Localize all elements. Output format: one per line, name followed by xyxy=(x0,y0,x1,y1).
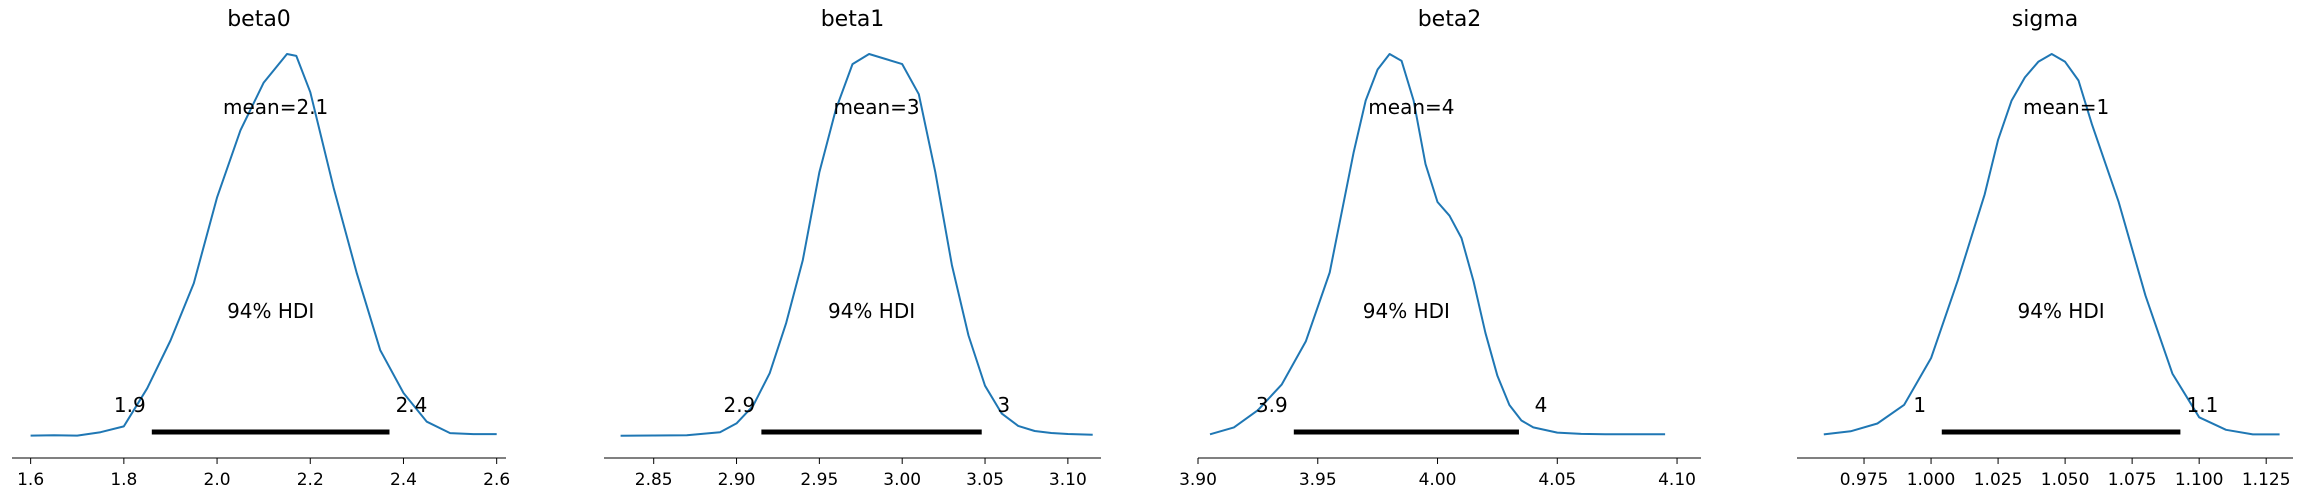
x-tick-label: 3.90 xyxy=(1179,470,1217,490)
hdi-upper-label: 3 xyxy=(997,393,1010,417)
hdi-label: 94% HDI xyxy=(2018,299,2105,323)
x-tick-label: 1.8 xyxy=(110,470,137,490)
x-tick-label: 2.2 xyxy=(297,470,324,490)
x-tick-label: 2.95 xyxy=(800,470,838,490)
hdi-label: 94% HDI xyxy=(227,299,314,323)
panel-sigma: sigma 1 1.1 mean=1 94% HDI 0.975 1.000 1.025 1.0… xyxy=(1797,7,2293,490)
hdi-upper-label: 2.4 xyxy=(396,393,428,417)
x-tick-label: 1.000 xyxy=(1907,470,1956,490)
mean-label: mean=2.1 xyxy=(223,95,328,119)
panel-title: sigma xyxy=(2012,7,2078,32)
density-curve xyxy=(30,53,497,437)
x-tick-label: 4.00 xyxy=(1419,470,1457,490)
panel-title: beta2 xyxy=(1418,7,1482,32)
hdi-label: 94% HDI xyxy=(1363,299,1450,323)
x-tick-label: 4.10 xyxy=(1658,470,1696,490)
x-tick-label: 4.05 xyxy=(1538,470,1576,490)
hdi-lower-label: 1 xyxy=(1913,393,1926,417)
x-tick-label: 1.125 xyxy=(2242,470,2291,490)
panel-title: beta0 xyxy=(227,7,291,32)
panel-title: beta1 xyxy=(821,7,885,32)
x-tick-label: 3.05 xyxy=(966,470,1004,490)
panel-beta0: beta0 1.9 2.4 mean=2.1 94% HDI 1.6 1.8 2.0 2.2 2.… xyxy=(12,7,510,490)
x-tick-label: 2.6 xyxy=(483,470,510,490)
x-tick-label: 2.85 xyxy=(635,470,673,490)
x-tick-label: 1.6 xyxy=(17,470,44,490)
hdi-lower-label: 3.9 xyxy=(1256,393,1288,417)
mean-label: mean=1 xyxy=(2023,95,2109,119)
x-tick-label: 3.10 xyxy=(1049,470,1087,490)
hdi-upper-label: 4 xyxy=(1535,393,1548,417)
x-tick-label: 1.100 xyxy=(2175,470,2224,490)
x-tick-label: 0.975 xyxy=(1840,470,1889,490)
panel-beta1: beta1 2.9 3 mean=3 94% HDI 2.85 2.90 2.95 3.00 3.… xyxy=(604,7,1101,490)
x-tick-label: 1.050 xyxy=(2041,470,2090,490)
panel-beta2: beta2 3.9 4 mean=4 94% HDI 3.90 3.95 4.00 4.05 4.… xyxy=(1179,7,1701,490)
density-curve xyxy=(1823,53,2280,436)
x-tick-label: 3.00 xyxy=(883,470,921,490)
hdi-lower-label: 2.9 xyxy=(723,393,755,417)
x-tick-label: 2.4 xyxy=(390,470,417,490)
x-tick-label: 3.95 xyxy=(1299,470,1337,490)
mean-label: mean=4 xyxy=(1368,95,1454,119)
density-curve xyxy=(620,53,1093,437)
x-tick-label: 2.0 xyxy=(204,470,231,490)
x-tick-label: 1.075 xyxy=(2108,470,2157,490)
x-tick-label: 1.025 xyxy=(1974,470,2023,490)
hdi-upper-label: 1.1 xyxy=(2186,393,2218,417)
x-tick-label: 2.90 xyxy=(718,470,756,490)
hdi-label: 94% HDI xyxy=(828,299,915,323)
mean-label: mean=3 xyxy=(833,95,919,119)
hdi-lower-label: 1.9 xyxy=(114,393,146,417)
density-curve xyxy=(1209,53,1666,436)
